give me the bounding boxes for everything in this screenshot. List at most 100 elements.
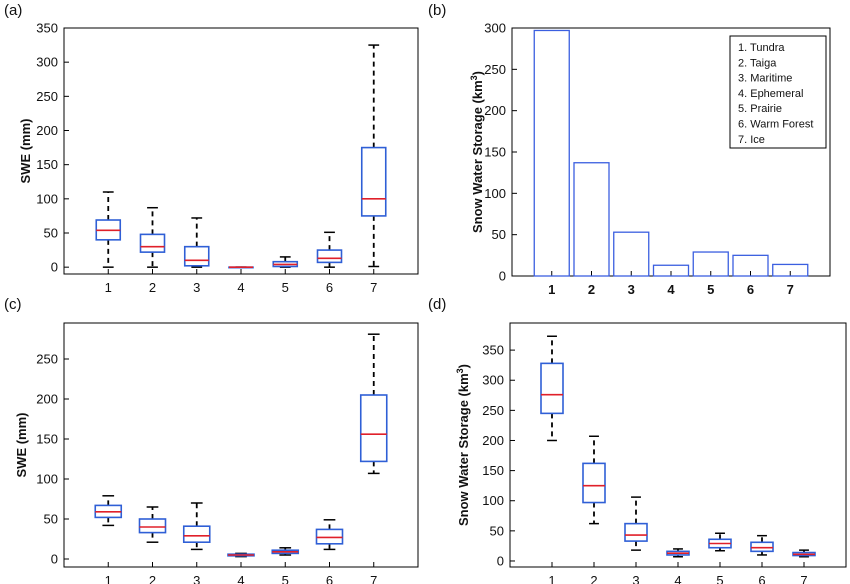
- y-axis-label-d: Snow Water Storage (km3): [455, 364, 471, 526]
- panel-a: 0 50 100 150 200 250 300 350 1 2 3 4 5 6 7 SWE (mm): [18, 21, 419, 295]
- y-axis-label-c: SWE (mm): [14, 413, 29, 478]
- y-tick-label: 150: [36, 432, 58, 447]
- legend-entry: 1. Tundra: [738, 42, 785, 54]
- y-tick-label: 200: [36, 123, 58, 138]
- y-tick-label: 0: [499, 269, 506, 284]
- x-tick-label: 4: [237, 573, 244, 584]
- y-axis-label-b-close: ): [470, 71, 485, 75]
- legend-entry: 2. Taiga: [738, 57, 777, 69]
- x-tick-label: 7: [370, 280, 377, 295]
- x-tick-label: 6: [747, 282, 754, 297]
- box: [540, 362, 564, 415]
- bar: [573, 162, 610, 277]
- legend-b: 1. Tundra 2. Taiga 3. Maritime 4. Ephemeral…: [729, 35, 827, 149]
- legend-items-b: 1. Tundra 2. Taiga 3. Maritime 4. Ephemeral…: [738, 42, 813, 146]
- x-tick-label: 6: [326, 573, 333, 584]
- y-ticks-b: 0 50 100 150 200 250 300: [484, 21, 517, 284]
- x-tick-label: 7: [370, 573, 377, 584]
- y-tick-label: 0: [51, 260, 58, 275]
- y-ticks-d: 0 50 100 150 200 250 300 350: [482, 343, 515, 568]
- bar: [772, 263, 809, 277]
- x-tick-label: 6: [758, 573, 765, 584]
- box: [359, 394, 388, 463]
- box: [139, 233, 166, 253]
- boxes-c: [94, 333, 388, 558]
- x-tick-label: 3: [193, 573, 200, 584]
- y-tick-label: 350: [36, 21, 58, 36]
- x-tick-label: 4: [237, 280, 244, 295]
- panel-label-d: (d): [428, 296, 446, 313]
- y-tick-label: 100: [36, 472, 58, 487]
- y-tick-label: 100: [484, 186, 506, 201]
- bar: [652, 264, 690, 277]
- x-ticks-c: 1 2 3 4 5 6 7: [105, 562, 377, 584]
- panel-label-a: (a): [4, 2, 22, 19]
- y-tick-label: 100: [36, 191, 58, 206]
- y-tick-label: 350: [482, 343, 504, 358]
- box: [582, 462, 606, 504]
- legend-entry: 4. Ephemeral: [738, 88, 803, 100]
- x-tick-label: 4: [674, 573, 681, 584]
- boxes-a: [95, 44, 387, 269]
- y-tick-label: 250: [484, 62, 506, 77]
- boxes-d: [540, 335, 816, 558]
- x-tick-label: 2: [588, 282, 595, 297]
- y-tick-label: 250: [36, 89, 58, 104]
- box: [360, 146, 387, 217]
- y-tick-label: 0: [497, 553, 504, 568]
- panel-label-b: (b): [428, 2, 446, 19]
- x-tick-label: 5: [282, 573, 289, 584]
- x-tick-label: 4: [667, 282, 675, 297]
- bar: [533, 29, 570, 277]
- y-tick-label: 250: [482, 403, 504, 418]
- y-tick-label: 0: [51, 552, 58, 567]
- y-axis-label-a: SWE (mm): [18, 119, 33, 184]
- y-axis-label-b-main: Snow Water Storage (km: [470, 80, 485, 233]
- y-tick-label: 300: [482, 373, 504, 388]
- legend-entry: 5. Prairie: [738, 103, 782, 115]
- legend-entry: 3. Maritime: [738, 73, 792, 85]
- x-tick-label: 2: [149, 573, 156, 584]
- y-axis-label-d-sup: 3: [455, 368, 465, 373]
- y-tick-label: 50: [44, 512, 58, 527]
- box: [183, 245, 210, 267]
- x-tick-label: 3: [628, 282, 635, 297]
- x-tick-label: 2: [149, 280, 156, 295]
- x-tick-label: 5: [282, 280, 289, 295]
- y-tick-label: 250: [36, 352, 58, 367]
- y-tick-label: 200: [36, 392, 58, 407]
- y-tick-label: 150: [36, 157, 58, 172]
- x-ticks-a: 1 2 3 4 5 6 7: [105, 269, 377, 295]
- panel-d: 0 50 100 150 200 250 300 350 1 2 3 4 5 6 7 Snow Water…: [455, 322, 847, 584]
- y-ticks-c: 0 50 100 150 200 250: [36, 352, 69, 567]
- bar: [692, 251, 729, 277]
- y-axis-label-b-sup: 3: [469, 75, 479, 80]
- x-tick-label: 7: [800, 573, 807, 584]
- y-tick-label: 200: [482, 433, 504, 448]
- y-tick-label: 150: [482, 463, 504, 478]
- x-tick-label: 1: [105, 280, 112, 295]
- y-ticks-a: 0 50 100 150 200 250 300 350: [36, 21, 69, 275]
- y-axis-label-d-main: Snow Water Storage (km: [456, 373, 471, 526]
- panel-c: 0 50 100 150 200 250 1 2 3 4 5 6 7 SWE (mm): [14, 322, 419, 584]
- y-tick-label: 300: [484, 21, 506, 36]
- panel-label-c: (c): [4, 296, 22, 313]
- x-tick-label: 6: [326, 280, 333, 295]
- box: [750, 541, 774, 553]
- x-tick-label: 7: [787, 282, 794, 297]
- box: [624, 522, 648, 542]
- box: [138, 518, 167, 534]
- x-tick-label: 2: [590, 573, 597, 584]
- box: [316, 249, 343, 264]
- y-axis-label-d-close: ): [456, 364, 471, 368]
- legend-entry: 6. Warm Forest: [738, 119, 813, 131]
- box: [182, 525, 211, 544]
- x-tick-label: 1: [548, 282, 555, 297]
- y-tick-label: 300: [36, 55, 58, 70]
- plot-frame-d: [509, 322, 847, 568]
- y-tick-label: 50: [490, 523, 504, 538]
- bars-b: [533, 29, 809, 277]
- x-tick-label: 5: [716, 573, 723, 584]
- x-tick-label: 3: [193, 280, 200, 295]
